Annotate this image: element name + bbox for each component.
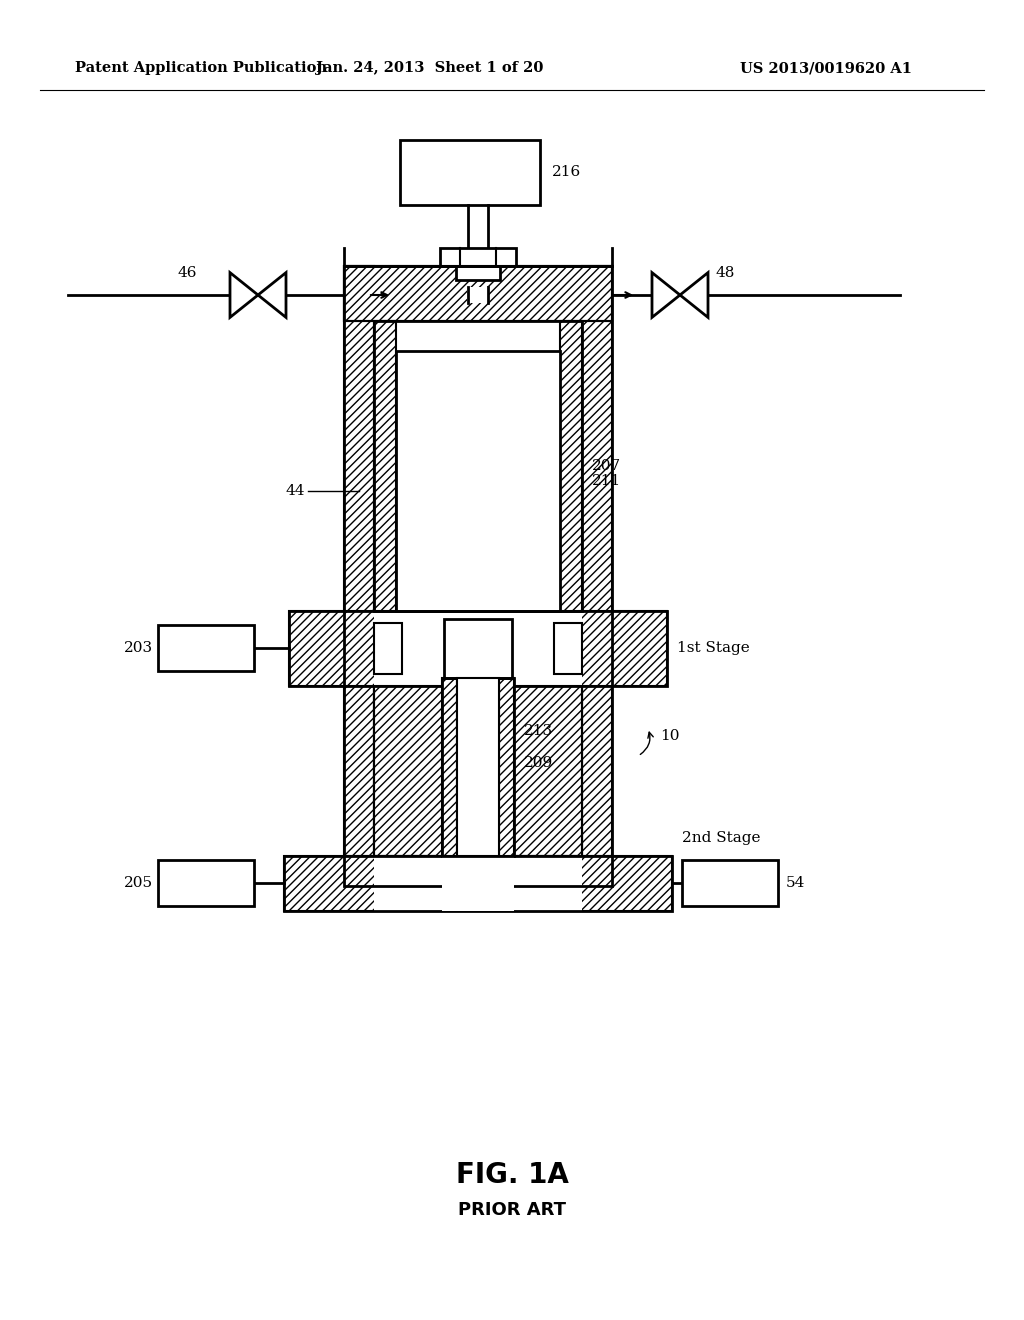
Bar	[374, 611, 582, 686]
Bar	[400, 140, 540, 205]
Bar	[442, 855, 514, 911]
Text: 44: 44	[286, 484, 305, 498]
Text: 205: 205	[124, 876, 153, 890]
Polygon shape	[652, 273, 680, 317]
Bar	[344, 267, 612, 321]
Text: 10: 10	[660, 729, 680, 743]
Bar	[682, 861, 778, 906]
Text: PRIOR ART: PRIOR ART	[458, 1201, 566, 1218]
Bar	[560, 321, 582, 611]
Bar	[374, 686, 582, 855]
Text: Jan. 24, 2013  Sheet 1 of 20: Jan. 24, 2013 Sheet 1 of 20	[316, 61, 544, 75]
Bar	[442, 678, 457, 855]
Polygon shape	[680, 273, 708, 317]
Bar	[499, 678, 514, 855]
Text: FIG. 1A: FIG. 1A	[456, 1162, 568, 1189]
Bar	[396, 351, 560, 611]
Bar	[344, 267, 374, 886]
Bar	[582, 267, 612, 886]
Bar	[554, 623, 582, 675]
Bar	[444, 619, 512, 678]
Text: 54: 54	[786, 876, 805, 890]
Text: 216: 216	[552, 165, 582, 180]
Bar	[374, 623, 402, 675]
Bar	[374, 321, 582, 611]
Bar	[289, 611, 667, 686]
Text: 1st Stage: 1st Stage	[677, 642, 750, 655]
Text: 211: 211	[592, 474, 622, 488]
Bar	[456, 267, 500, 280]
Bar	[457, 678, 499, 855]
Polygon shape	[230, 273, 258, 317]
Text: 207: 207	[592, 459, 622, 473]
Bar	[442, 678, 514, 855]
Text: US 2013/0019620 A1: US 2013/0019620 A1	[740, 61, 912, 75]
Text: 213: 213	[524, 725, 553, 738]
Bar	[344, 267, 612, 321]
Bar	[374, 855, 582, 911]
Bar	[374, 321, 396, 611]
Bar	[284, 855, 672, 911]
Bar	[344, 855, 612, 886]
Bar	[158, 624, 254, 671]
Text: 48: 48	[716, 267, 735, 280]
Text: 46: 46	[178, 267, 198, 280]
Bar	[467, 286, 489, 304]
Bar	[440, 248, 516, 267]
Text: Load: Load	[188, 876, 223, 890]
Bar	[289, 611, 667, 686]
Polygon shape	[258, 273, 286, 317]
Bar	[284, 855, 672, 911]
Text: Load: Load	[188, 642, 223, 655]
Bar	[344, 267, 612, 886]
Text: 203: 203	[124, 642, 153, 655]
Bar	[374, 321, 582, 611]
Text: 2nd Stage: 2nd Stage	[682, 832, 761, 845]
Bar	[374, 686, 582, 855]
Text: Patent Application Publication: Patent Application Publication	[75, 61, 327, 75]
Bar	[344, 267, 612, 886]
Bar	[158, 861, 254, 906]
Bar	[442, 678, 514, 855]
Text: 209: 209	[524, 756, 553, 771]
